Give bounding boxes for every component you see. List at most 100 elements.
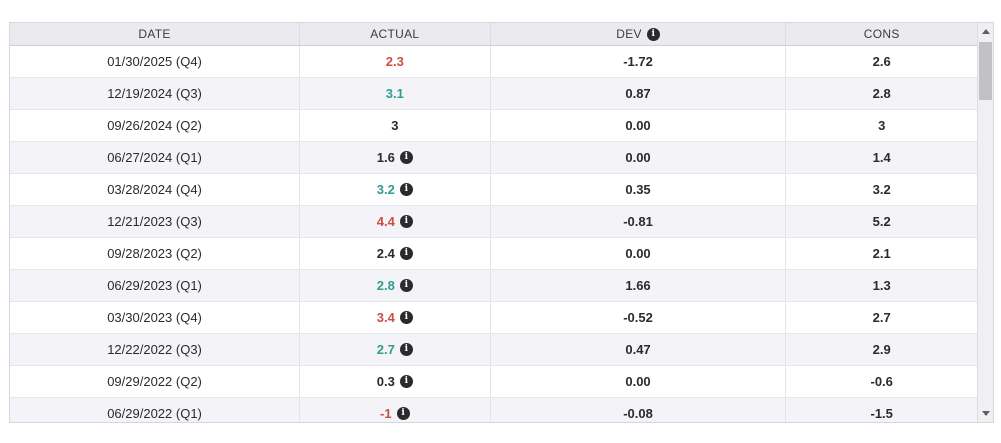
table-scroll-area[interactable]: DATE ACTUAL DEV i CONS 01/30/2025 (Q4) 2.… xyxy=(10,23,977,422)
table-row[interactable]: 09/29/2022 (Q2) 0.3 i 0.00 -0.6 xyxy=(10,366,977,398)
cell-date: 03/28/2024 (Q4) xyxy=(10,174,301,205)
actual-value: 3.4 xyxy=(376,310,395,325)
info-icon[interactable]: i xyxy=(399,279,413,292)
cell-date: 03/30/2023 (Q4) xyxy=(10,302,301,333)
info-icon[interactable]: i xyxy=(399,215,413,228)
cell-actual: 2.7 i xyxy=(300,334,491,365)
cell-dev: 0.47 xyxy=(491,334,787,365)
cell-dev: 0.87 xyxy=(491,78,787,109)
actual-value: 2.8 xyxy=(376,278,395,293)
cell-date: 09/26/2024 (Q2) xyxy=(10,110,301,141)
table-row[interactable]: 06/29/2022 (Q1) -1 i -0.08 -1.5 xyxy=(10,398,977,422)
column-header-cons-label: CONS xyxy=(863,27,900,41)
actual-value: -1 xyxy=(380,406,392,421)
cell-actual: 2.8 i xyxy=(300,270,491,301)
history-data-table: DATE ACTUAL DEV i CONS 01/30/2025 (Q4) 2.… xyxy=(9,22,994,423)
table-row[interactable]: 03/30/2023 (Q4) 3.4 i -0.52 2.7 xyxy=(10,302,977,334)
cell-cons: -1.5 xyxy=(870,406,893,421)
cell-dev: -0.08 xyxy=(491,398,787,422)
actual-value: 3.2 xyxy=(376,182,395,197)
table-body: 01/30/2025 (Q4) 2.3 -1.72 2.6 12/19/2024 (Q3… xyxy=(10,46,977,422)
cell-actual: 0.3 i xyxy=(300,366,491,397)
scrollbar-down-arrow[interactable] xyxy=(978,405,993,422)
column-header-actual-label: ACTUAL xyxy=(370,27,420,41)
cell-cons: 3 xyxy=(878,118,886,133)
cell-dev: 0.00 xyxy=(491,238,787,269)
actual-value: 2.3 xyxy=(385,54,404,69)
cell-cons: -0.6 xyxy=(870,374,893,389)
column-header-actual: ACTUAL xyxy=(300,23,491,45)
cell-actual: 1.6 i xyxy=(300,142,491,173)
actual-value: 3.1 xyxy=(385,86,404,101)
cell-actual: 3.1 xyxy=(300,78,491,109)
table-row[interactable]: 06/29/2023 (Q1) 2.8 i 1.66 1.3 xyxy=(10,270,977,302)
cell-actual: 3.2 i xyxy=(300,174,491,205)
cell-cons: 2.7 xyxy=(872,310,891,325)
down-triangle-icon xyxy=(981,411,990,416)
cell-cons: 2.1 xyxy=(872,246,891,261)
cell-dev: 0.00 xyxy=(491,110,787,141)
table-row[interactable]: 12/19/2024 (Q3) 3.1 0.87 2.8 xyxy=(10,78,977,110)
cell-date: 09/29/2022 (Q2) xyxy=(10,366,301,397)
scrollbar-up-arrow[interactable] xyxy=(978,23,993,40)
cell-date: 12/19/2024 (Q3) xyxy=(10,78,301,109)
actual-value: 2.7 xyxy=(376,342,395,357)
cell-dev: 0.35 xyxy=(491,174,787,205)
table-row[interactable]: 06/27/2024 (Q1) 1.6 i 0.00 1.4 xyxy=(10,142,977,174)
cell-dev: 0.00 xyxy=(491,366,787,397)
table-row[interactable]: 01/30/2025 (Q4) 2.3 -1.72 2.6 xyxy=(10,46,977,78)
actual-value: 0.3 xyxy=(376,374,395,389)
actual-value: 2.4 xyxy=(376,246,395,261)
column-header-cons: CONS xyxy=(786,23,976,45)
cell-dev: -0.52 xyxy=(491,302,787,333)
up-triangle-icon xyxy=(981,29,990,34)
column-header-date: DATE xyxy=(10,23,301,45)
cell-date: 09/28/2023 (Q2) xyxy=(10,238,301,269)
vertical-scrollbar[interactable] xyxy=(977,23,993,422)
cell-actual: 4.4 i xyxy=(300,206,491,237)
cell-dev: -0.81 xyxy=(491,206,787,237)
info-icon[interactable]: i xyxy=(399,343,413,356)
scrollbar-thumb[interactable] xyxy=(979,42,992,100)
cell-cons: 1.3 xyxy=(872,278,891,293)
cell-date: 01/30/2025 (Q4) xyxy=(10,46,301,77)
cell-actual: 2.4 i xyxy=(300,238,491,269)
info-icon[interactable]: i xyxy=(399,183,413,196)
cell-actual: 2.3 xyxy=(300,46,491,77)
cell-dev: 1.66 xyxy=(491,270,787,301)
actual-value: 4.4 xyxy=(376,214,395,229)
table-row[interactable]: 12/21/2023 (Q3) 4.4 i -0.81 5.2 xyxy=(10,206,977,238)
table-header-row: DATE ACTUAL DEV i CONS xyxy=(10,23,977,46)
cell-date: 06/29/2023 (Q1) xyxy=(10,270,301,301)
info-icon[interactable]: i xyxy=(399,151,413,164)
cell-cons: 5.2 xyxy=(872,214,891,229)
table-row[interactable]: 09/28/2023 (Q2) 2.4 i 0.00 2.1 xyxy=(10,238,977,270)
cell-actual: -1 i xyxy=(300,398,491,422)
info-icon[interactable]: i xyxy=(396,407,410,420)
actual-value: 3 xyxy=(391,118,399,133)
cell-actual: 3 xyxy=(300,110,491,141)
cell-date: 06/29/2022 (Q1) xyxy=(10,398,301,422)
cell-date: 12/22/2022 (Q3) xyxy=(10,334,301,365)
table-row[interactable]: 09/26/2024 (Q2) 3 0.00 3 xyxy=(10,110,977,142)
cell-dev: -1.72 xyxy=(491,46,787,77)
table-row[interactable]: 03/28/2024 (Q4) 3.2 i 0.35 3.2 xyxy=(10,174,977,206)
table-row[interactable]: 12/22/2022 (Q3) 2.7 i 0.47 2.9 xyxy=(10,334,977,366)
cell-actual: 3.4 i xyxy=(300,302,491,333)
cell-date: 12/21/2023 (Q3) xyxy=(10,206,301,237)
info-icon[interactable]: i xyxy=(399,375,413,388)
info-icon[interactable]: i xyxy=(399,311,413,324)
cell-dev: 0.00 xyxy=(491,142,787,173)
column-header-dev: DEV i xyxy=(491,23,787,45)
cell-cons: 2.6 xyxy=(872,54,891,69)
actual-value: 1.6 xyxy=(376,150,395,165)
cell-cons: 2.8 xyxy=(872,86,891,101)
column-header-dev-label: DEV xyxy=(616,27,642,41)
cell-cons: 2.9 xyxy=(872,342,891,357)
info-icon[interactable]: i xyxy=(646,27,660,41)
info-icon[interactable]: i xyxy=(399,247,413,260)
cell-date: 06/27/2024 (Q1) xyxy=(10,142,301,173)
cell-cons: 1.4 xyxy=(872,150,891,165)
column-header-date-label: DATE xyxy=(138,27,171,41)
cell-cons: 3.2 xyxy=(872,182,891,197)
